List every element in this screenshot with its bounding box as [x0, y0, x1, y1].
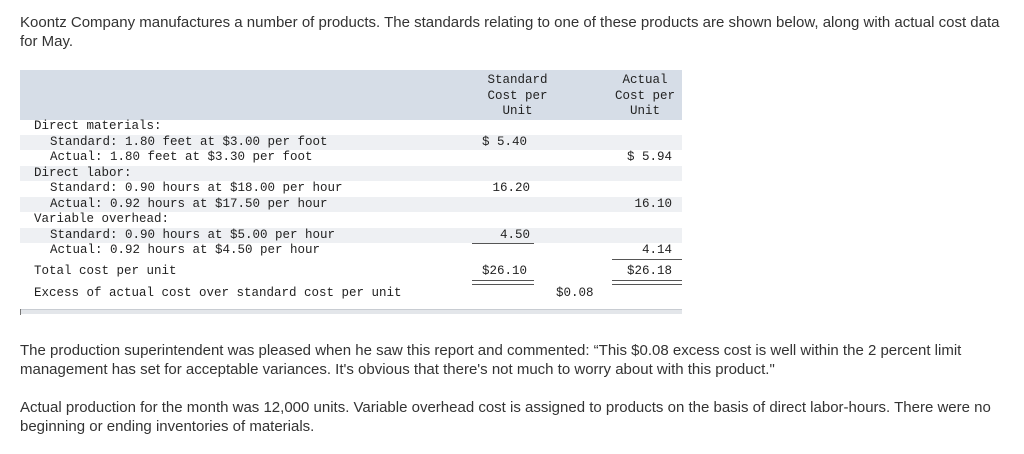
excess-cost-value: $0.08 — [556, 286, 594, 300]
dm-standard-value: $ 5.40 — [482, 134, 528, 149]
table-header-band — [20, 70, 682, 120]
vo-actual-label: Actual: 0.92 hours at $4.50 per hour — [50, 243, 321, 257]
total-actual-value: $26.18 — [626, 264, 672, 278]
cost-table: Standard Cost per Unit Actual Cost per U… — [20, 70, 682, 315]
table-row: Actual: 1.80 feet at $3.30 per foot $ 5.… — [20, 150, 682, 166]
standard-subtotal-rule — [472, 243, 534, 244]
dl-standard-value: 16.20 — [492, 181, 530, 195]
table-row: Variable overhead: — [20, 212, 682, 228]
production-paragraph: Actual production for the month was 12,0… — [20, 399, 991, 435]
table-row: Total cost per unit $26.10 $26.18 — [20, 264, 682, 280]
dm-actual-label: Actual: 1.80 feet at $3.30 per foot — [50, 150, 313, 164]
vo-standard-value: 4.50 — [499, 227, 530, 242]
table-bottom-border — [20, 309, 682, 314]
header-actual-cost: Actual Cost per Unit — [614, 73, 675, 118]
dm-actual-value: $ 5.94 — [626, 150, 672, 164]
intro-text: Koontz Company manufactures a number of … — [20, 14, 1000, 50]
dl-actual-value: 16.10 — [634, 196, 672, 211]
total-standard-value: $26.10 — [482, 264, 528, 278]
dl-standard-label: Standard: 0.90 hours at $18.00 per hour — [50, 181, 343, 195]
actual-subtotal-rule — [612, 259, 682, 260]
superintendent-paragraph: The production superintendent was please… — [20, 342, 962, 378]
actual-total-double-rule — [612, 280, 682, 285]
table-row: Direct materials: — [20, 119, 682, 135]
table-row: Excess of actual cost over standard cost… — [20, 286, 682, 302]
table-row: Actual: 0.92 hours at $17.50 per hour 16… — [20, 196, 682, 212]
dm-standard-label: Standard: 1.80 feet at $3.00 per foot — [50, 134, 328, 149]
excess-cost-label: Excess of actual cost over standard cost… — [34, 286, 402, 300]
direct-labor-heading: Direct labor: — [34, 165, 132, 180]
header-standard-cost: Standard Cost per Unit — [487, 73, 548, 118]
dl-actual-label: Actual: 0.92 hours at $17.50 per hour — [50, 196, 328, 211]
direct-materials-heading: Direct materials: — [34, 119, 162, 133]
standard-total-double-rule — [472, 280, 534, 285]
table-row: Direct labor: — [20, 165, 682, 181]
variable-overhead-heading: Variable overhead: — [34, 212, 170, 226]
table-row: Standard: 0.90 hours at $18.00 per hour … — [20, 181, 682, 197]
table-row: Standard: 1.80 feet at $3.00 per foot $ … — [20, 134, 682, 150]
table-row: Actual: 0.92 hours at $4.50 per hour 4.1… — [20, 243, 682, 259]
total-cost-label: Total cost per unit — [34, 264, 177, 278]
table-row: Standard: 0.90 hours at $5.00 per hour 4… — [20, 227, 682, 243]
table-left-tick — [20, 309, 21, 315]
vo-actual-value: 4.14 — [641, 243, 672, 257]
vo-standard-label: Standard: 0.90 hours at $5.00 per hour — [50, 227, 336, 242]
